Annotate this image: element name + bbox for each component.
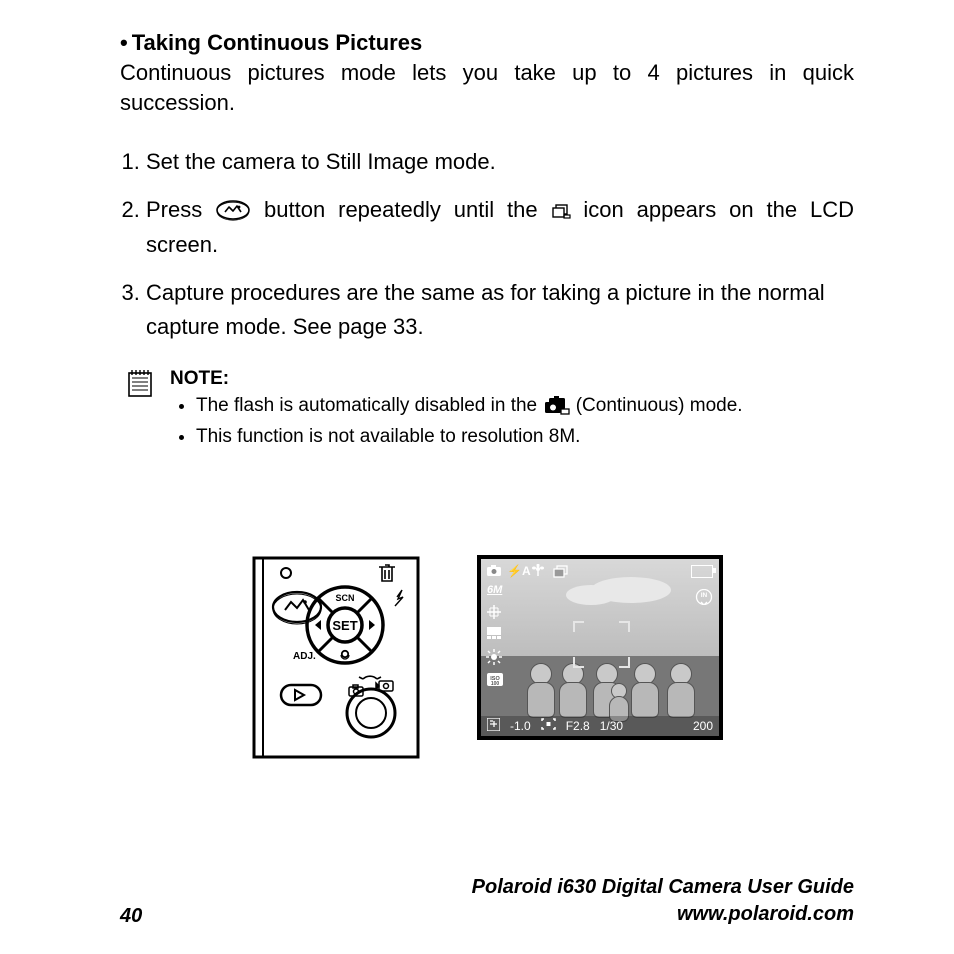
macro-flower-icon: [531, 564, 545, 580]
flash-auto-icon: ⚡A: [507, 565, 531, 577]
note-1-text-a: The flash is automatically disabled in t…: [196, 395, 542, 416]
lcd-screen-figure: ⚡A 6M ISO100 IN: [477, 555, 723, 740]
camera-mode-icon: [487, 565, 501, 579]
heading-bullet: •: [120, 30, 128, 55]
svg-text:SET: SET: [332, 618, 357, 633]
footer-guide: Polaroid i630 Digital Camera User Guide: [170, 874, 854, 901]
lcd-person: [559, 663, 587, 718]
focus-bracket-icon: [573, 657, 584, 668]
camera-continuous-icon: [542, 395, 570, 415]
af-bracket-icon: [541, 718, 556, 733]
shutter-value: 1/30: [600, 719, 623, 733]
steps-list: Set the camera to Still Image mode. Pres…: [120, 145, 854, 343]
note-1-text-b: (Continuous) mode.: [576, 395, 743, 416]
page-number: 40: [120, 905, 170, 928]
aperture-value: F2.8: [566, 719, 590, 733]
svg-text:100: 100: [491, 681, 500, 686]
scene-button-icon: [215, 197, 251, 219]
footer-text: Polaroid i630 Digital Camera User Guide …: [170, 874, 854, 928]
burst-icon: [553, 565, 570, 581]
lcd-person: [631, 663, 659, 718]
figures-row: SET SCN ADJ.: [120, 555, 854, 765]
battery-icon: [691, 565, 713, 578]
focus-bracket-icon: [619, 621, 630, 632]
sharpness-grid-icon: [487, 605, 501, 622]
lcd-person: [667, 663, 695, 718]
note-item-1: The flash is automatically disabled in t…: [196, 392, 854, 420]
storage-internal-icon: IN: [695, 589, 713, 608]
svg-text:SCN: SCN: [335, 593, 354, 603]
svg-text:IN: IN: [701, 592, 708, 599]
step-2-text-a: Press: [146, 197, 215, 222]
heading-title: Taking Continuous Pictures: [132, 30, 423, 55]
burst-icon: [551, 195, 571, 211]
note-list: The flash is automatically disabled in t…: [170, 392, 854, 451]
step-3: Capture procedures are the same as for t…: [146, 276, 854, 344]
footer-url: www.polaroid.com: [170, 901, 854, 928]
step-2-text-b: button repeatedly until the: [264, 197, 550, 222]
manual-page: •Taking Continuous Pictures Continuous p…: [0, 0, 954, 954]
intro-text: Continuous pictures mode lets you take u…: [120, 58, 854, 117]
step-2: Press button repeatedly until the icon a…: [146, 193, 854, 261]
lcd-bottom-strip: -1.0 F2.8 1/30 200: [481, 716, 719, 736]
section-heading: •Taking Continuous Pictures: [120, 30, 854, 56]
ev-compensation-icon: [487, 718, 500, 734]
note-block: NOTE: The flash is automatically disable…: [126, 368, 854, 455]
white-balance-sun-icon: [486, 649, 502, 668]
note-title: NOTE:: [170, 368, 854, 390]
ev-value: -1.0: [510, 719, 531, 733]
lcd-cloud: [566, 585, 616, 605]
shots-remaining: 200: [693, 719, 713, 733]
notepad-icon: [126, 368, 154, 398]
camera-back-controls-figure: SET SCN ADJ.: [251, 555, 421, 765]
drive-icon: [487, 627, 501, 642]
focus-bracket-icon: [619, 657, 630, 668]
iso-icon: ISO100: [487, 673, 503, 689]
svg-text:ADJ.: ADJ.: [293, 651, 316, 662]
note-body: NOTE: The flash is automatically disable…: [170, 368, 854, 455]
image-size-label: 6M: [487, 585, 502, 596]
focus-bracket-icon: [573, 621, 584, 632]
lcd-person: [527, 663, 555, 718]
page-footer: 40 Polaroid i630 Digital Camera User Gui…: [120, 874, 854, 928]
note-item-2: This function is not available to resolu…: [196, 423, 854, 451]
step-1: Set the camera to Still Image mode.: [146, 145, 854, 179]
